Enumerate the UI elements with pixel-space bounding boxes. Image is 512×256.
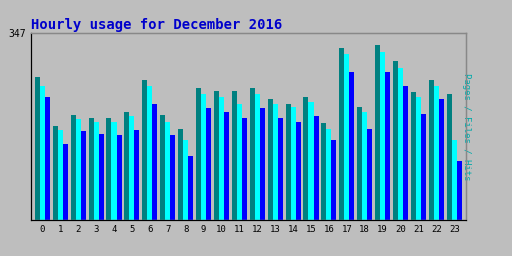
Bar: [327, 129, 331, 220]
Bar: [268, 99, 273, 220]
Bar: [313, 116, 318, 220]
Bar: [403, 86, 408, 220]
Bar: [322, 123, 327, 220]
Bar: [295, 122, 301, 220]
Bar: [367, 129, 372, 220]
Bar: [416, 97, 421, 220]
Bar: [385, 72, 390, 220]
Bar: [76, 119, 81, 220]
Y-axis label: Pages / Files / Hits: Pages / Files / Hits: [462, 73, 472, 180]
Bar: [58, 130, 63, 220]
Text: Hourly usage for December 2016: Hourly usage for December 2016: [31, 18, 282, 32]
Bar: [53, 126, 58, 220]
Bar: [375, 45, 380, 220]
Bar: [142, 80, 147, 220]
Bar: [260, 108, 265, 220]
Bar: [160, 115, 165, 220]
Bar: [201, 94, 206, 220]
Bar: [380, 52, 385, 220]
Bar: [117, 135, 121, 220]
Bar: [130, 116, 135, 220]
Bar: [178, 129, 183, 220]
Bar: [278, 118, 283, 220]
Bar: [94, 122, 99, 220]
Bar: [124, 112, 130, 220]
Bar: [411, 92, 416, 220]
Bar: [398, 68, 403, 220]
Bar: [344, 54, 349, 220]
Bar: [434, 86, 439, 220]
Bar: [40, 86, 45, 220]
Bar: [106, 118, 112, 220]
Bar: [135, 130, 139, 220]
Bar: [219, 97, 224, 220]
Bar: [457, 161, 462, 220]
Bar: [224, 112, 229, 220]
Bar: [339, 48, 344, 220]
Bar: [165, 122, 170, 220]
Bar: [232, 91, 237, 220]
Bar: [89, 118, 94, 220]
Bar: [250, 88, 255, 220]
Bar: [362, 112, 367, 220]
Bar: [153, 104, 157, 220]
Bar: [147, 86, 153, 220]
Bar: [331, 141, 336, 220]
Bar: [214, 91, 219, 220]
Bar: [45, 97, 50, 220]
Bar: [429, 80, 434, 220]
Bar: [196, 88, 201, 220]
Bar: [349, 72, 354, 220]
Bar: [99, 134, 103, 220]
Bar: [309, 102, 313, 220]
Bar: [188, 156, 193, 220]
Bar: [393, 61, 398, 220]
Bar: [291, 107, 295, 220]
Bar: [237, 104, 242, 220]
Bar: [170, 135, 175, 220]
Bar: [63, 144, 68, 220]
Bar: [273, 104, 278, 220]
Bar: [112, 122, 117, 220]
Bar: [452, 141, 457, 220]
Bar: [183, 141, 188, 220]
Bar: [439, 99, 444, 220]
Bar: [447, 94, 452, 220]
Bar: [35, 78, 40, 220]
Bar: [242, 118, 247, 220]
Bar: [286, 104, 291, 220]
Bar: [206, 108, 211, 220]
Bar: [357, 107, 362, 220]
Bar: [255, 94, 260, 220]
Bar: [304, 97, 309, 220]
Bar: [81, 131, 86, 220]
Bar: [71, 115, 76, 220]
Bar: [421, 113, 426, 220]
